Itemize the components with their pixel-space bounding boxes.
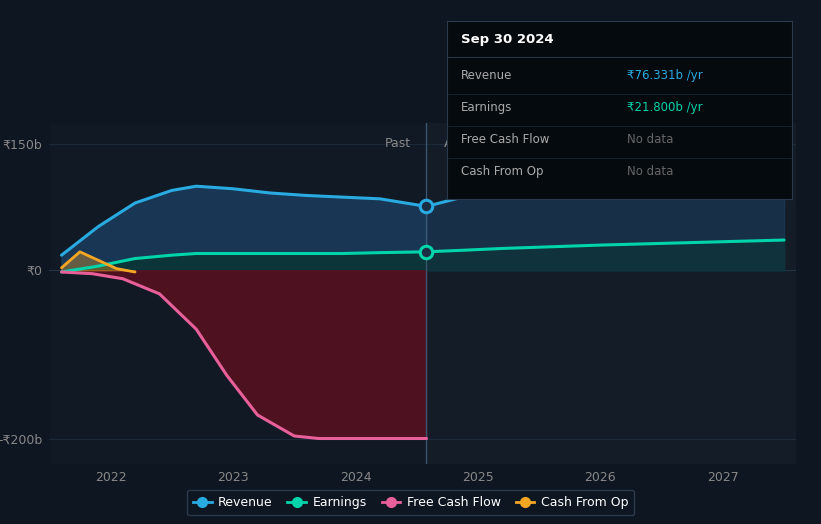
Text: No data: No data xyxy=(626,133,673,146)
Text: Revenue: Revenue xyxy=(461,69,512,82)
Text: Earnings: Earnings xyxy=(461,101,512,114)
Bar xyxy=(49,123,426,464)
Text: Analysts Forecasts: Analysts Forecasts xyxy=(443,137,560,150)
Text: ₹21.800b /yr: ₹21.800b /yr xyxy=(626,101,703,114)
Text: Sep 30 2024: Sep 30 2024 xyxy=(461,34,554,47)
Text: Free Cash Flow: Free Cash Flow xyxy=(461,133,549,146)
Text: ₹76.331b /yr: ₹76.331b /yr xyxy=(626,69,703,82)
Text: Cash From Op: Cash From Op xyxy=(461,165,544,178)
Legend: Revenue, Earnings, Free Cash Flow, Cash From Op: Revenue, Earnings, Free Cash Flow, Cash … xyxy=(186,489,635,515)
Text: Past: Past xyxy=(384,137,410,150)
Text: No data: No data xyxy=(626,165,673,178)
